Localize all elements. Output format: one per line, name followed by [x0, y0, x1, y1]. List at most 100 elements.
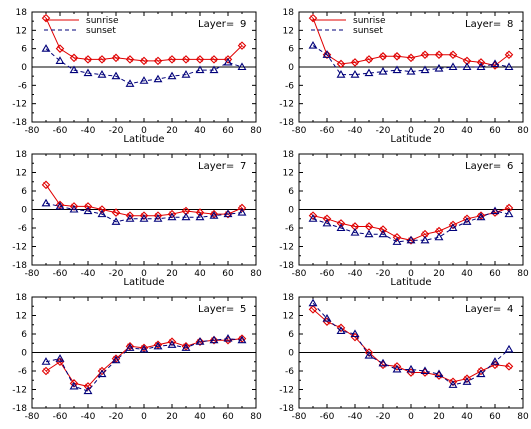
sunset-marker [209, 65, 219, 74]
x-tick-label: 60 [489, 269, 501, 279]
sunrise-marker [41, 366, 51, 376]
sunset-marker [504, 344, 514, 353]
x-tick-label: -20 [376, 126, 391, 136]
sunrise-marker [448, 50, 458, 60]
x-axis-label: Latitude [123, 134, 164, 145]
x-tick-label: 20 [433, 412, 445, 422]
x-tick-label: 0 [141, 412, 147, 422]
x-tick-label: -40 [81, 412, 96, 422]
sunset-marker [237, 62, 247, 71]
y-tick-label: 6 [288, 187, 294, 197]
x-tick-label: 0 [141, 269, 147, 279]
sunset-marker [504, 62, 514, 71]
x-tick-label: -20 [109, 269, 124, 279]
sunrise-marker-cross [183, 208, 189, 214]
sunset-marker [490, 206, 500, 215]
sunset-marker [125, 343, 135, 351]
y-tick-label: -6 [285, 81, 294, 91]
sunset-marker [420, 65, 430, 74]
sunrise-marker [308, 305, 318, 314]
sunrise-marker-cross [436, 228, 442, 234]
sunset-marker [504, 209, 514, 218]
sunrise-marker [167, 55, 177, 64]
panel-layer-4: -80 -60 -40 -20 0 20 40 60 80181260-6-12-18Layer… [279, 293, 529, 422]
sunset-marker [420, 366, 430, 375]
legend-label-sunset: sunset [86, 26, 116, 36]
y-tick-label: 0 [288, 63, 294, 73]
x-tick-label: 0 [408, 126, 414, 136]
sunset-marker [41, 44, 51, 52]
sunrise-marker [434, 226, 444, 236]
layer-value: 4 [507, 304, 513, 315]
layer-label: Layer= [198, 19, 234, 30]
y-tick-label: 6 [288, 45, 294, 55]
x-axis-label: Latitude [390, 277, 431, 288]
y-tick-label: 12 [16, 312, 27, 322]
sunset-marker [55, 354, 65, 362]
sunset-marker [406, 364, 416, 373]
sunrise-marker-cross [113, 209, 119, 216]
sunset-marker [378, 358, 388, 367]
sunset-line [312, 45, 510, 76]
x-tick-label: -60 [53, 412, 68, 422]
panel-layer-8: -80 -60 -40 -20 0 20 40 60 80181260-6-12-18Latit… [279, 8, 529, 145]
sunset-marker [125, 79, 135, 87]
layer-value: 5 [240, 304, 246, 315]
sunset-marker [167, 212, 177, 221]
x-tick-label: -60 [320, 126, 335, 136]
sunrise-marker [504, 362, 514, 371]
x-tick-label: -40 [348, 412, 363, 422]
sunset-marker [490, 357, 500, 365]
sunrise-marker [181, 55, 191, 64]
sunrise-marker [504, 203, 514, 213]
sunset-marker [125, 214, 135, 222]
y-tick-label: 12 [16, 169, 27, 179]
y-tick-label: -6 [18, 367, 27, 377]
sunset-marker [209, 211, 219, 219]
sunset-marker [392, 364, 402, 373]
y-tick-label: 0 [21, 63, 27, 73]
sunrise-marker [55, 200, 65, 210]
sunrise-marker-cross [408, 55, 414, 61]
sunset-marker [181, 343, 191, 351]
sunrise-marker-cross [85, 56, 91, 63]
sunrise-marker-cross [57, 358, 63, 365]
y-tick-label: 18 [283, 150, 295, 160]
y-tick-label: -12 [12, 243, 27, 253]
sunrise-marker-cross [408, 369, 414, 376]
x-tick-label: -20 [109, 126, 124, 136]
panel-layer-5: -80 -60 -40 -20 0 20 40 60 80181260-6-12-18Layer… [12, 293, 262, 422]
sunrise-marker [350, 332, 360, 342]
sunset-line [45, 202, 243, 223]
sunset-marker [111, 355, 121, 364]
sunrise-marker [420, 50, 430, 60]
sunrise-marker-cross [352, 59, 358, 66]
sunrise-marker [209, 209, 219, 219]
sunrise-line [45, 184, 243, 217]
sunset-marker [167, 71, 177, 80]
sunrise-marker-cross [464, 58, 470, 64]
sunset-marker [139, 214, 149, 222]
sunset-marker [322, 50, 332, 58]
layer-label: Layer= [198, 304, 234, 315]
sunrise-marker-cross [155, 58, 161, 64]
sunset-marker [139, 344, 149, 353]
y-tick-label: 12 [283, 169, 294, 179]
sunset-marker [336, 326, 346, 334]
sunrise-marker-cross [197, 209, 203, 216]
sunset-marker [223, 57, 233, 66]
sunrise-line [312, 308, 510, 383]
y-tick-label: 0 [288, 349, 294, 359]
sunset-marker [69, 65, 79, 74]
sunrise-marker-cross [113, 55, 119, 61]
x-tick-label: -40 [81, 269, 96, 279]
panel-layer-9: -80 -60 -40 -20 0 20 40 60 80181260-6-12-18Latit… [12, 8, 262, 145]
sunrise-marker [55, 357, 65, 367]
sunset-marker [55, 201, 65, 210]
sunset-marker [392, 237, 402, 245]
sunset-marker [322, 313, 332, 322]
sunset-marker [83, 206, 93, 215]
sunset-marker [392, 65, 402, 74]
y-tick-label: -12 [279, 386, 294, 396]
x-tick-label: 80 [517, 126, 529, 136]
